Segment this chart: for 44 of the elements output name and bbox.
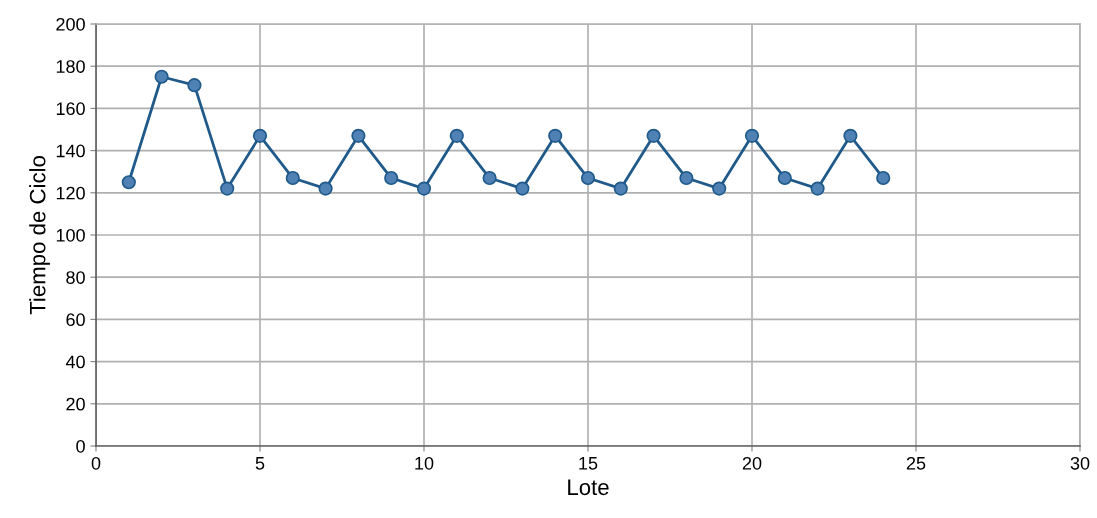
point (548, 128, 563, 143)
point (416, 181, 432, 196)
y-tick-label: 200 (56, 17, 85, 31)
y-tick-label: 60 (66, 313, 85, 327)
x-tick-label: 15 (579, 457, 598, 470)
y-tick-label: 160 (56, 102, 85, 116)
point (154, 69, 169, 84)
point (482, 170, 497, 186)
point (252, 128, 268, 143)
y-tick-label: 80 (66, 271, 85, 284)
y-tick-label: 100 (56, 228, 85, 242)
x-axis-title: Lote (568, 479, 609, 496)
x-tick-label: 25 (906, 456, 926, 470)
point (449, 128, 464, 143)
point (679, 170, 694, 186)
x-tick-label: 30 (1070, 456, 1090, 470)
y-tick-label: 140 (56, 144, 85, 158)
point (744, 128, 760, 143)
y-tick-label: 40 (65, 355, 85, 369)
point (515, 181, 530, 196)
point (580, 170, 596, 186)
point (876, 170, 891, 186)
point (646, 128, 661, 143)
point (843, 128, 858, 143)
point (121, 175, 136, 190)
point (712, 181, 727, 196)
x-tick-label: 10 (415, 456, 434, 470)
point (613, 181, 628, 196)
point (285, 170, 300, 186)
x-tick-label: 20 (742, 456, 762, 470)
y-tick-label: 20 (66, 397, 85, 411)
point (220, 181, 235, 196)
point (318, 181, 333, 196)
point (187, 78, 202, 93)
y-tick-label: 120 (56, 186, 85, 200)
point (777, 170, 792, 186)
y-tick-label: 0 (76, 439, 85, 453)
y-axis-title: Tiempo de Ciclo (29, 156, 50, 315)
x-tick-label: 0 (91, 456, 101, 470)
x-tick-label: 5 (255, 457, 265, 470)
point (384, 170, 399, 186)
point (810, 181, 825, 196)
point (351, 128, 366, 143)
y-tick-label: 180 (56, 60, 85, 73)
